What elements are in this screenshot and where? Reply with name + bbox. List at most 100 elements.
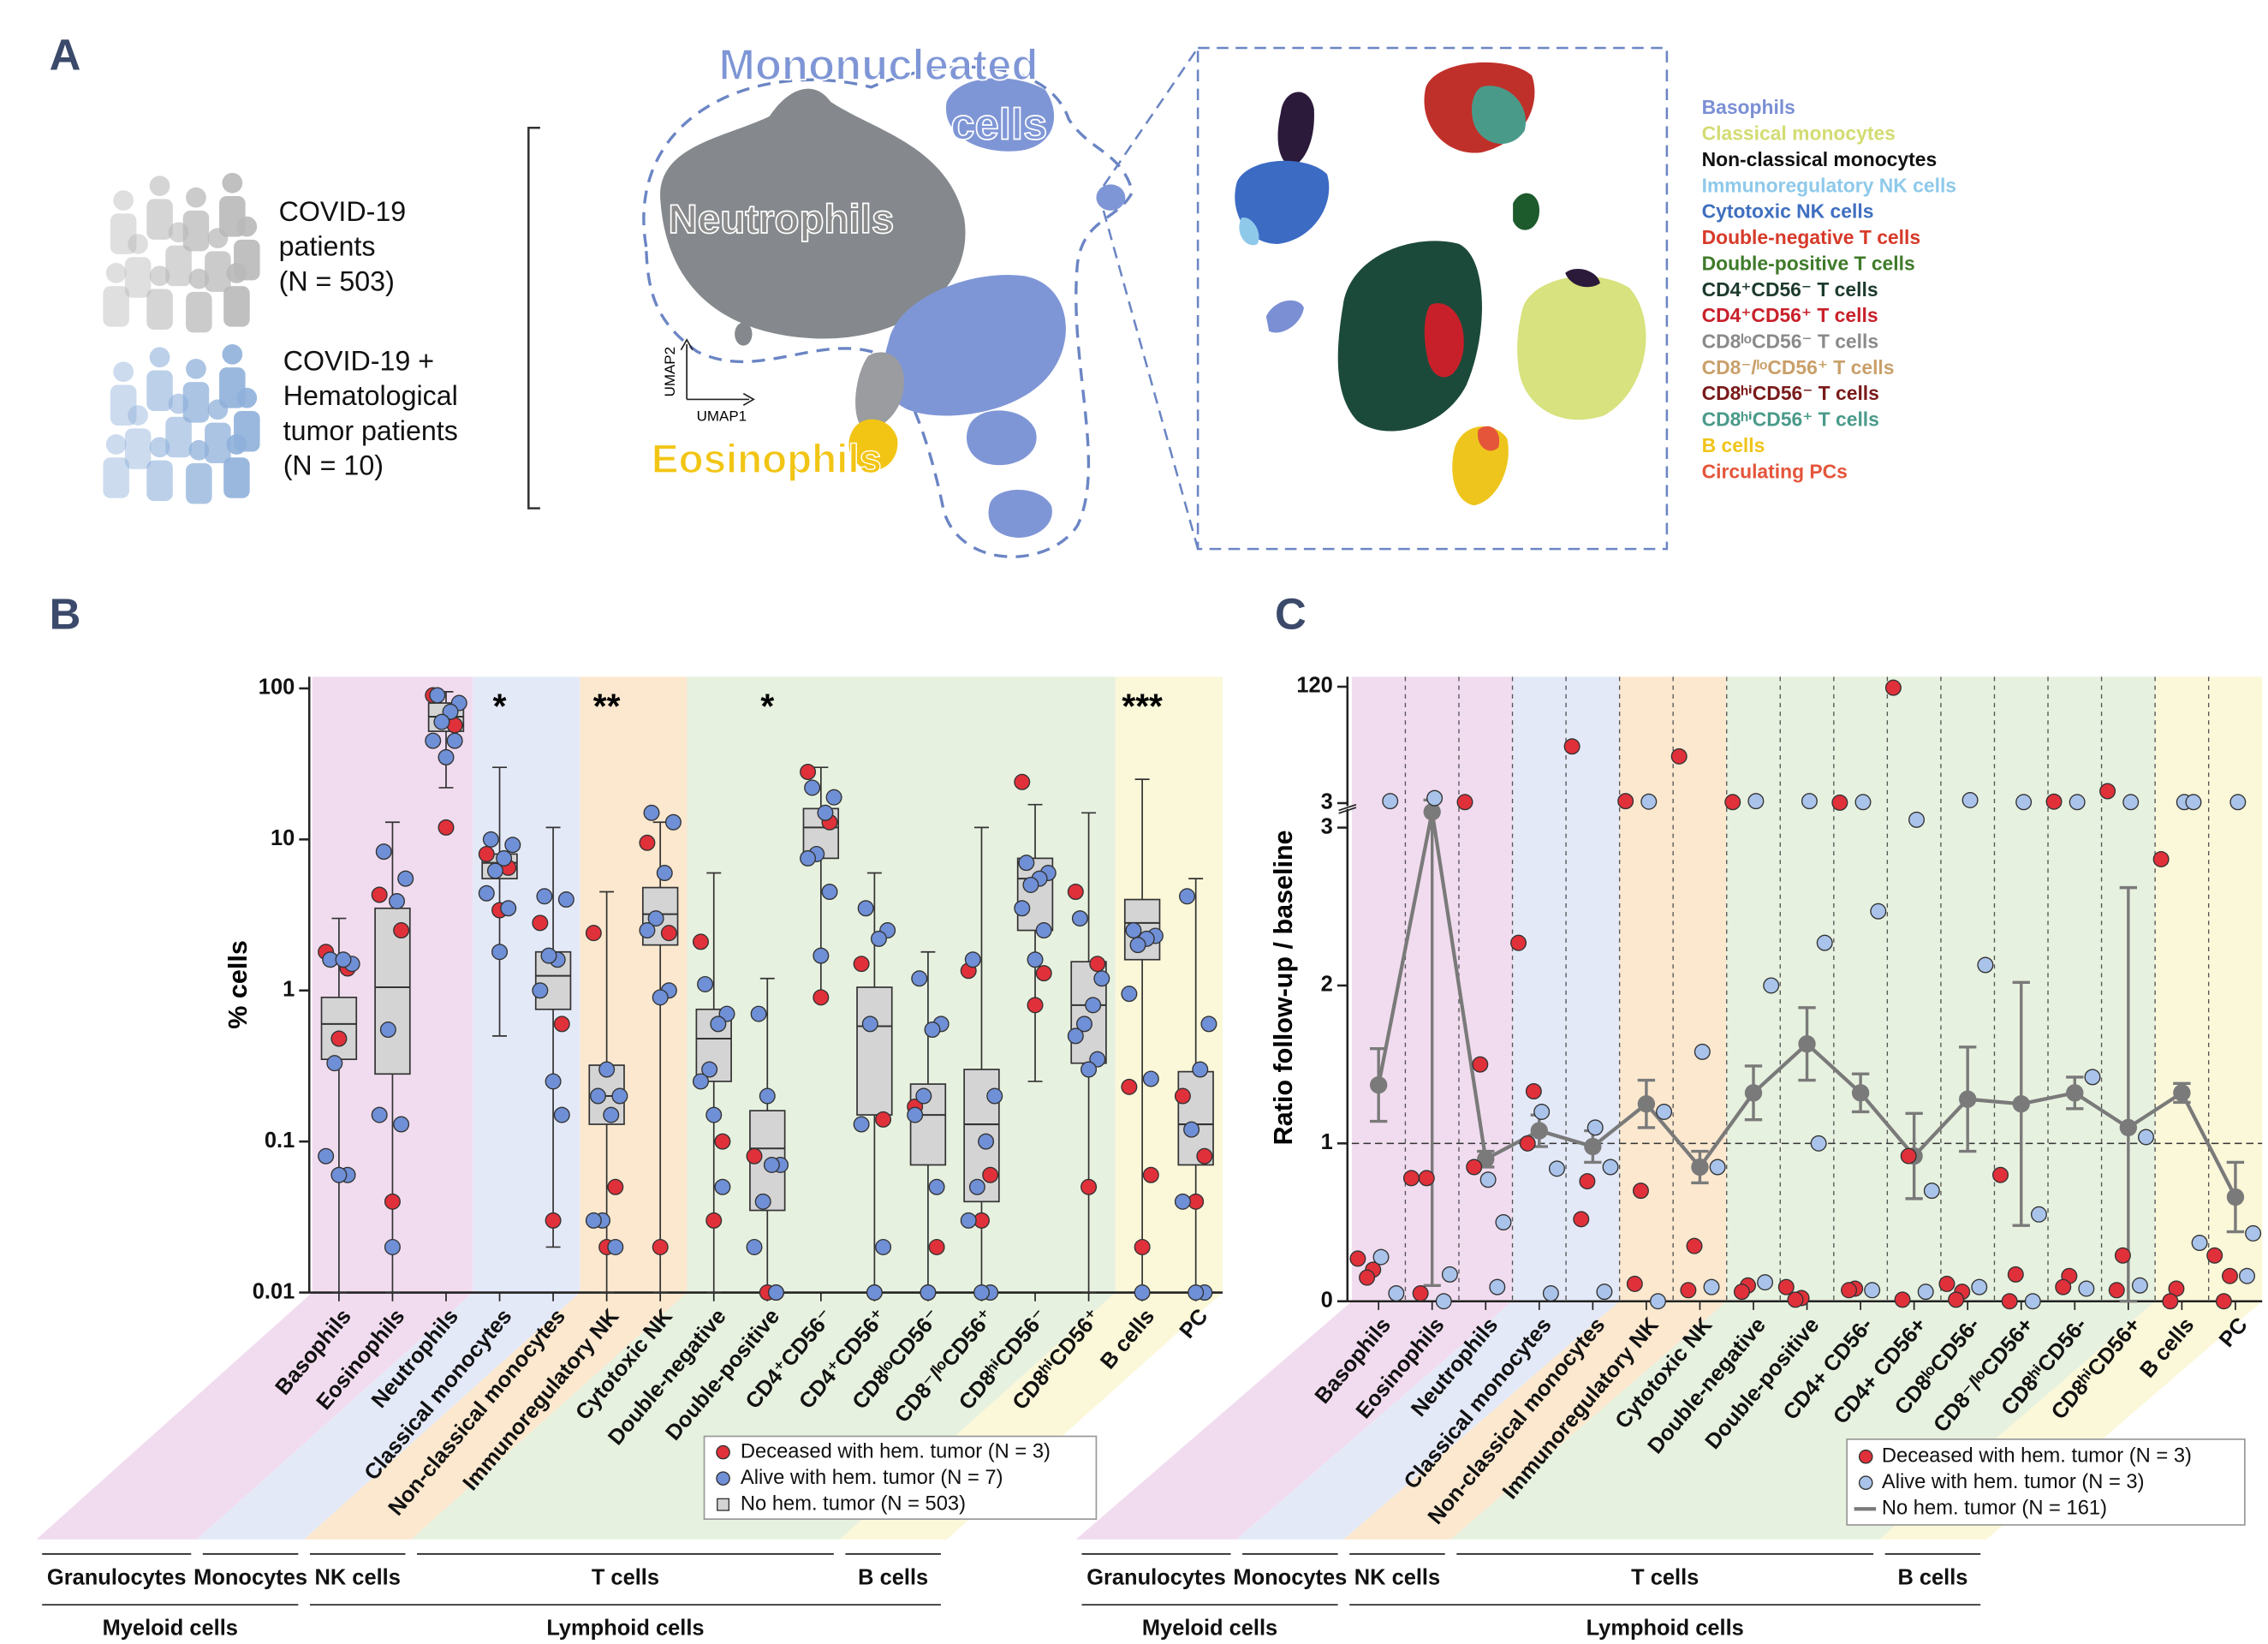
data-point: [1466, 1159, 1483, 1176]
lineage-label: Myeloid cells: [1142, 1617, 1277, 1641]
data-point: [746, 1147, 763, 1164]
group-label: Granulocytes: [47, 1565, 187, 1589]
legend-label: Deceased with hem. tumor (N = 3): [1882, 1444, 2192, 1467]
data-point: [438, 819, 455, 836]
data-point: [2024, 1293, 2041, 1310]
data-point: [660, 925, 677, 942]
person-icon: [207, 399, 229, 420]
cluster: [1477, 426, 1500, 451]
data-point: [853, 956, 870, 973]
y-tick-label: 3: [1321, 814, 1333, 838]
eosinophil-cluster: [848, 419, 898, 471]
data-point: [1359, 1269, 1376, 1286]
data-point: [1640, 793, 1658, 810]
data-point: [1602, 1159, 1619, 1176]
legend-marker: [716, 1471, 730, 1486]
y-axis-label: Ratio follow-up / baseline: [1269, 830, 1298, 1145]
cluster: [1513, 193, 1539, 230]
y-tick-label: 3: [1321, 790, 1333, 814]
data-point: [701, 1061, 718, 1078]
data-point: [2114, 1247, 2131, 1264]
data-point: [1703, 1278, 1720, 1296]
zoom-box: [1196, 46, 1669, 551]
person-icon: [149, 265, 170, 287]
data-point: [1080, 1061, 1098, 1078]
bracket: [527, 126, 540, 509]
person-icon: [182, 210, 210, 252]
data-point: [1923, 1182, 1940, 1200]
cluster-outline: [642, 65, 1134, 558]
data-point: [371, 886, 388, 903]
y-tick-label: 0: [1321, 1288, 1333, 1312]
legend-entry: Cytotoxic NK cells: [1702, 200, 1874, 223]
group-band: [411, 676, 1116, 1540]
data-point: [1093, 970, 1110, 987]
data-point: [1810, 1135, 1827, 1152]
data-point: [384, 1193, 401, 1210]
data-point: [861, 1016, 878, 1033]
cohort-label: Hematological: [283, 380, 458, 411]
person-icon: [146, 460, 173, 502]
data-point: [924, 1022, 941, 1039]
data-point: [384, 1238, 401, 1255]
data-point: [647, 910, 664, 927]
cluster: [735, 322, 753, 346]
data-point: [1854, 794, 1872, 811]
data-point: [1579, 1173, 1596, 1190]
legend-entry: Double-positive T cells: [1702, 252, 1915, 274]
group-band: [1236, 676, 1620, 1540]
cluster-label: Eosinophils: [652, 437, 882, 482]
data-point: [1495, 1214, 1512, 1231]
group-label: B cells: [1897, 1565, 1967, 1589]
legend-entry: Classical monocytes: [1702, 122, 1896, 145]
data-point: [2215, 1293, 2232, 1310]
group-label: Granulocytes: [1086, 1565, 1226, 1589]
data-point: [652, 1238, 669, 1255]
data-point: [2229, 794, 2247, 811]
cluster: [1239, 217, 1259, 246]
person-icon: [149, 347, 170, 368]
data-point: [986, 1087, 1003, 1105]
data-point: [1670, 748, 1688, 765]
legend-box: [1846, 1438, 2246, 1526]
y-tick-label: 1: [1321, 1130, 1333, 1154]
legend-marker: [716, 1444, 730, 1460]
person-icon: [128, 234, 148, 254]
mean-point: [2173, 1084, 2191, 1102]
legend-label: Deceased with hem. tumor (N = 3): [741, 1440, 1051, 1462]
group-band: [36, 676, 473, 1540]
person-icon: [124, 428, 152, 469]
data-point: [433, 713, 450, 730]
data-point: [1991, 1166, 2009, 1183]
person-icon: [113, 190, 134, 211]
data-point: [425, 732, 442, 749]
data-point: [1816, 934, 1833, 951]
panel-label: C: [1275, 589, 1307, 638]
data-point: [1948, 1291, 1965, 1308]
legend-entry: Double-negative T cells: [1702, 226, 1920, 248]
legend-marker: [717, 1498, 730, 1511]
mean-point: [1584, 1137, 1602, 1156]
data-point: [1489, 1278, 1506, 1296]
data-point: [697, 975, 714, 992]
data-point: [2138, 1129, 2155, 1146]
data-point: [1372, 1248, 1390, 1266]
data-point: [960, 1212, 977, 1229]
data-point: [911, 970, 928, 987]
data-point: [1441, 1266, 1458, 1283]
legend-entry: Immunoregulatory NK cells: [1702, 174, 1956, 196]
data-point: [1179, 888, 1195, 905]
data-point: [1617, 793, 1634, 810]
legend-entry: Basophils: [1702, 96, 1795, 118]
data-point: [379, 1022, 396, 1039]
data-point: [585, 1212, 602, 1229]
data-point: [1134, 1238, 1151, 1255]
data-point: [1129, 937, 1146, 954]
mean-point: [1423, 802, 1441, 821]
data-point: [1134, 1284, 1151, 1302]
data-point: [2001, 1293, 2018, 1310]
data-point: [920, 1284, 937, 1302]
data-point: [1196, 1147, 1213, 1164]
data-point: [1142, 1166, 1159, 1183]
data-point: [656, 864, 673, 881]
